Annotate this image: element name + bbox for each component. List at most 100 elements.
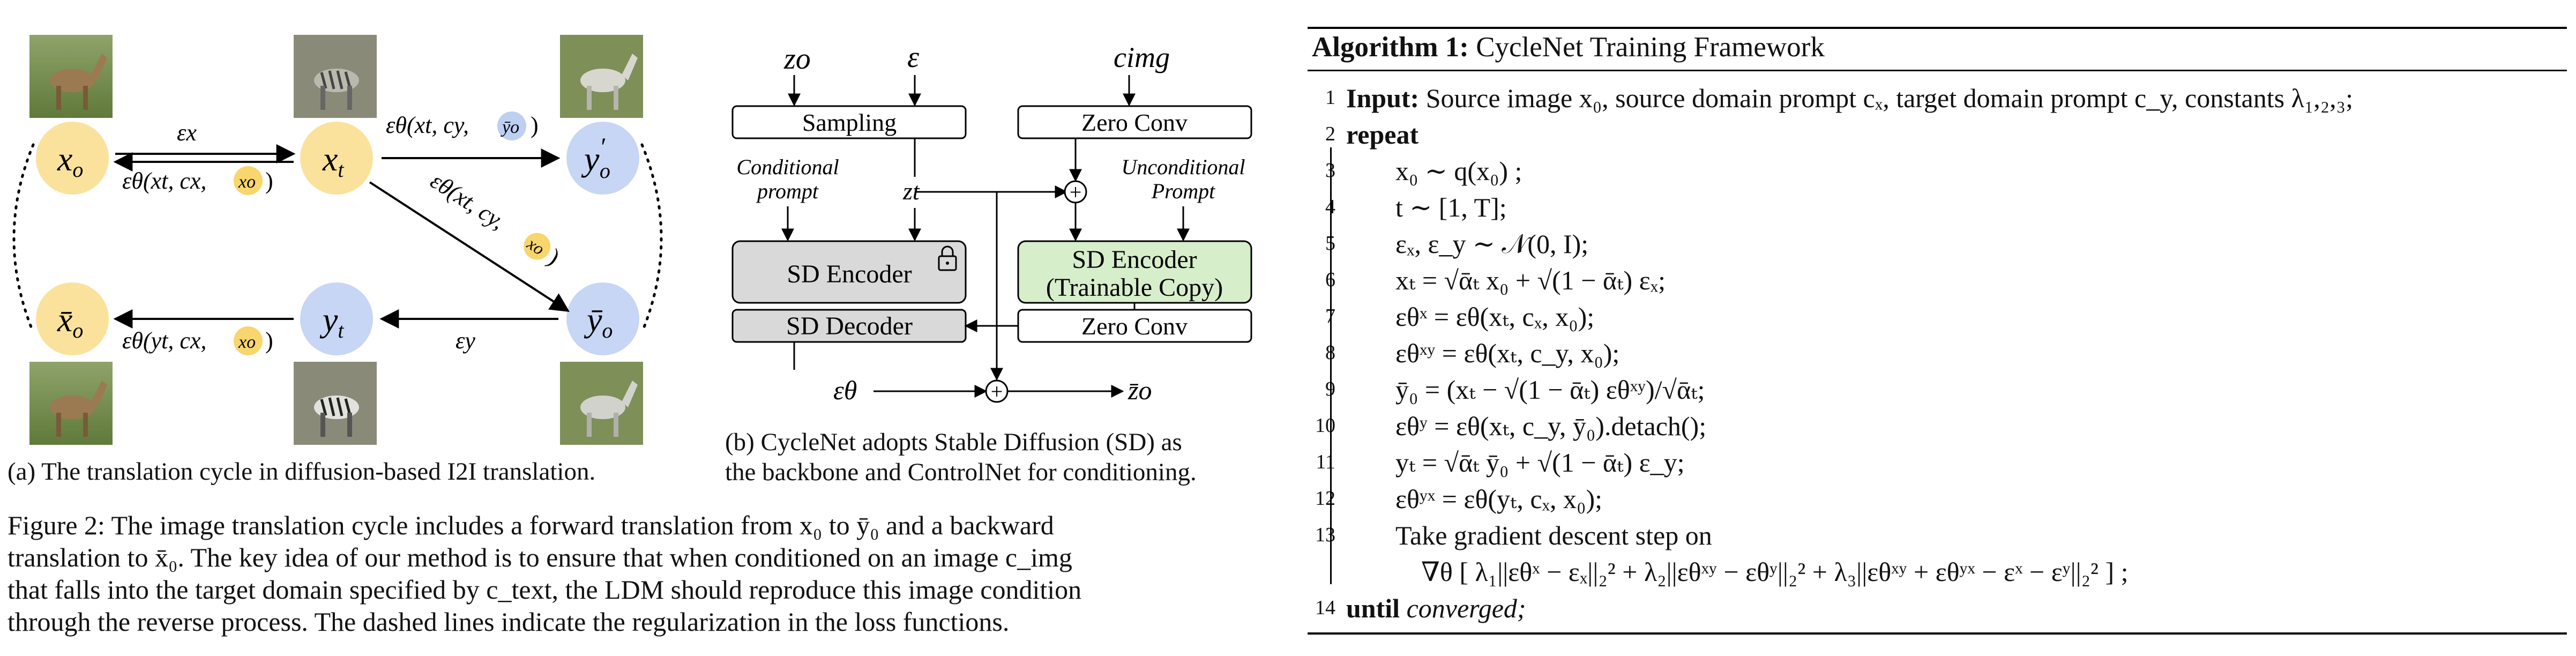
figure-caption: Figure 2: The image translation cycle in… xyxy=(8,509,1081,638)
svg-text:εθ(xt, cy,: εθ(xt, cy, xyxy=(386,112,469,138)
algorithm-line: 14 until converged; xyxy=(1308,591,2567,628)
algorithm-line: ∇θ [ λ₁||εθˣ − εₓ||₂² + λ₂||εθˣʸ − εθʸ||… xyxy=(1308,554,2567,592)
input-cimg: cimg xyxy=(1114,41,1170,73)
algorithm-line: 7εθˣ = εθ(xₜ, cₓ, x₀); xyxy=(1308,299,2567,337)
algorithm-line: 4t ∼ [1, T]; xyxy=(1308,190,2567,227)
line-number: 12 xyxy=(1315,487,1335,510)
label-eps-theta-xt-cy: εθ(xt, cy, xyxy=(386,112,469,138)
horse-image-x0 xyxy=(29,35,113,118)
grey-horse-image-y0bar xyxy=(560,362,643,445)
line-text: εθʸˣ = εθ(yₜ, cₓ, x₀); xyxy=(1395,484,1603,514)
svg-text:ȳo: ȳo xyxy=(584,301,613,342)
line-text: yₜ = √ᾱₜ ȳ₀ + √(1 − ᾱₜ) ε_y; xyxy=(1395,448,1685,478)
algorithm-line: 9ȳ₀ = (xₜ − √(1 − ᾱₜ) εθˣʸ)/√ᾱₜ; xyxy=(1308,372,2567,409)
svg-text:εθ(yt, cx,: εθ(yt, cx, xyxy=(122,327,206,354)
svg-text:y′o: y′ o xyxy=(581,133,610,183)
svg-text:yt: yt xyxy=(319,301,344,342)
node-xt-sub: t xyxy=(338,158,344,182)
trainable-copy-line2: (Trainable Copy) xyxy=(1046,273,1223,302)
node-x0 xyxy=(36,122,109,195)
line-text: x₀ ∼ q(x₀) ; xyxy=(1395,156,1522,186)
algorithm-line: 13 Take gradient descent step on xyxy=(1308,518,2567,555)
figure-caption-line3: that falls into the target domain specif… xyxy=(8,575,1082,605)
line-text: xₜ = √ᾱₜ x₀ + √(1 − ᾱₜ) εₓ; xyxy=(1395,265,1666,295)
line-text: εθˣʸ = εθ(xₜ, c_y, x₀); xyxy=(1395,338,1620,368)
badge-x0-backward xyxy=(234,326,263,355)
node-y0prime-label: y xyxy=(581,140,600,178)
algorithm-title: Algorithm 1: CycleNet Training Framework xyxy=(1312,31,1825,63)
line-text: t ∼ [1, T]; xyxy=(1395,192,1507,222)
unconditional-prompt-line2: Prompt xyxy=(1151,179,1215,203)
node-yt-sub: t xyxy=(338,318,344,342)
figure-caption-line1: Figure 2: The image translation cycle in… xyxy=(8,510,1054,540)
line-text: Take gradient descent step on xyxy=(1395,520,1712,550)
node-xt xyxy=(300,122,373,195)
panel-a-caption: (a) The translation cycle in diffusion-b… xyxy=(8,458,596,486)
line-text: ∇θ [ λ₁||εθˣ − εₓ||₂² + λ₂||εθˣʸ − εθʸ||… xyxy=(1421,557,2129,587)
sd-encoder-box xyxy=(731,240,967,304)
algorithm-line: 11 yₜ = √ᾱₜ ȳ₀ + √(1 − ᾱₜ) ε_y; xyxy=(1308,445,2567,482)
sd-encoder-label: SD Encoder xyxy=(787,260,912,288)
svg-text:xo: xo xyxy=(57,140,83,182)
line-number: 10 xyxy=(1315,414,1335,437)
line-number: 2 xyxy=(1325,123,1335,145)
line-text: εₓ, ε_y ∼ 𝒩(0, I); xyxy=(1395,229,1589,259)
figure-caption-line4: through the reverse process. The dashed … xyxy=(8,607,1010,637)
line-text: Source image x₀, source domain prompt cₓ… xyxy=(1419,83,2354,113)
algorithm-bottom-rule xyxy=(1308,632,2567,635)
unconditional-prompt-line1: Unconditional xyxy=(1121,155,1245,179)
panel-a-diagram: xo xt y′ o x̄o yt ȳo εx εθ(xt, cx, xo ) ε… xyxy=(12,35,663,445)
algorithm-line: 1 Input: Source image x₀, source domain p… xyxy=(1308,80,2567,118)
badge-x0-forward xyxy=(234,166,263,195)
algorithm-line: 8εθˣʸ = εθ(xₜ, c_y, x₀); xyxy=(1308,336,2567,373)
node-x0-sub: o xyxy=(72,158,83,182)
node-y0bar-sub: o xyxy=(602,318,613,342)
line-number: 14 xyxy=(1315,597,1335,619)
line-text: εθʸ = εθ(xₜ, c_y, ȳ₀).detach(); xyxy=(1395,411,1707,441)
label-close-paren-2: ) xyxy=(531,112,539,138)
algorithm-top-rule xyxy=(1308,27,2567,29)
svg-text:zo: zo xyxy=(783,42,811,76)
panel-b-diagram: zo ε cimg Sampling Zero Conv Conditional… xyxy=(731,41,1252,405)
arrow-xt-to-y0bar xyxy=(369,181,570,312)
badge-y0bar xyxy=(497,111,526,140)
badge-x0-diag xyxy=(524,233,551,260)
conditional-prompt-line1: Conditional xyxy=(736,155,839,179)
sampling-box xyxy=(731,105,967,139)
line-text: εθˣ = εθ(xₜ, cₓ, x₀); xyxy=(1395,302,1595,332)
algorithm-line: 10 εθʸ = εθ(xₜ, c_y, ȳ₀).detach(); xyxy=(1308,408,2567,446)
node-x0bar-sub: o xyxy=(72,318,83,342)
node-xt-label: x xyxy=(322,140,338,178)
zebra-noisy-image-xt xyxy=(294,35,377,118)
horse-image-x0bar xyxy=(29,362,113,445)
algorithm-repeat-bar xyxy=(1330,147,1332,584)
sd-decoder-label: SD Decoder xyxy=(786,312,913,340)
conditional-prompt-line2: prompt xyxy=(756,179,819,203)
algorithm-line: 12 εθʸˣ = εθ(yₜ, cₓ, x₀); xyxy=(1308,481,2567,519)
input-eps: ε xyxy=(907,41,920,74)
z0bar-label: z̄o xyxy=(1128,375,1152,405)
line-text: ȳ₀ = (xₜ − √(1 − ᾱₜ) εθˣʸ)/√ᾱₜ; xyxy=(1395,375,1705,405)
node-y0prime-sub: o xyxy=(600,159,610,183)
zero-conv-bottom-label: Zero Conv xyxy=(1081,312,1188,340)
panel-b-caption-line2: the backbone and ControlNet for conditio… xyxy=(725,458,1197,486)
label-eps-x: εx xyxy=(177,120,197,146)
algorithm-line: 6xₜ = √ᾱₜ x₀ + √(1 − ᾱₜ) εₓ; xyxy=(1308,263,2567,300)
input-z0: zo xyxy=(783,42,811,76)
algorithm-line: 3x₀ ∼ q(x₀) ; xyxy=(1308,153,2567,191)
dashed-regularization-left xyxy=(12,143,35,334)
node-y0prime xyxy=(566,122,639,195)
zero-conv-top-label: Zero Conv xyxy=(1081,109,1188,136)
panel-b-caption-line1: (b) CycleNet adopts Stable Diffusion (SD… xyxy=(725,428,1182,456)
node-x0bar-label: x̄ xyxy=(57,301,72,339)
node-x0bar xyxy=(36,282,109,355)
node-y0prime-sup: ′ xyxy=(599,133,606,161)
figure-caption-line2: translation to x̄₀. The key idea of our … xyxy=(8,542,1072,572)
line-keyword: until xyxy=(1346,593,1400,623)
grey-horse-image-y0prime xyxy=(560,35,643,118)
node-yt xyxy=(300,282,373,355)
algorithm-title-bold: Algorithm 1: xyxy=(1312,32,1469,63)
line-text: converged; xyxy=(1400,593,1526,623)
node-y0bar-label: ȳ xyxy=(584,301,603,339)
algorithm-line: 2 repeat xyxy=(1308,117,2567,154)
